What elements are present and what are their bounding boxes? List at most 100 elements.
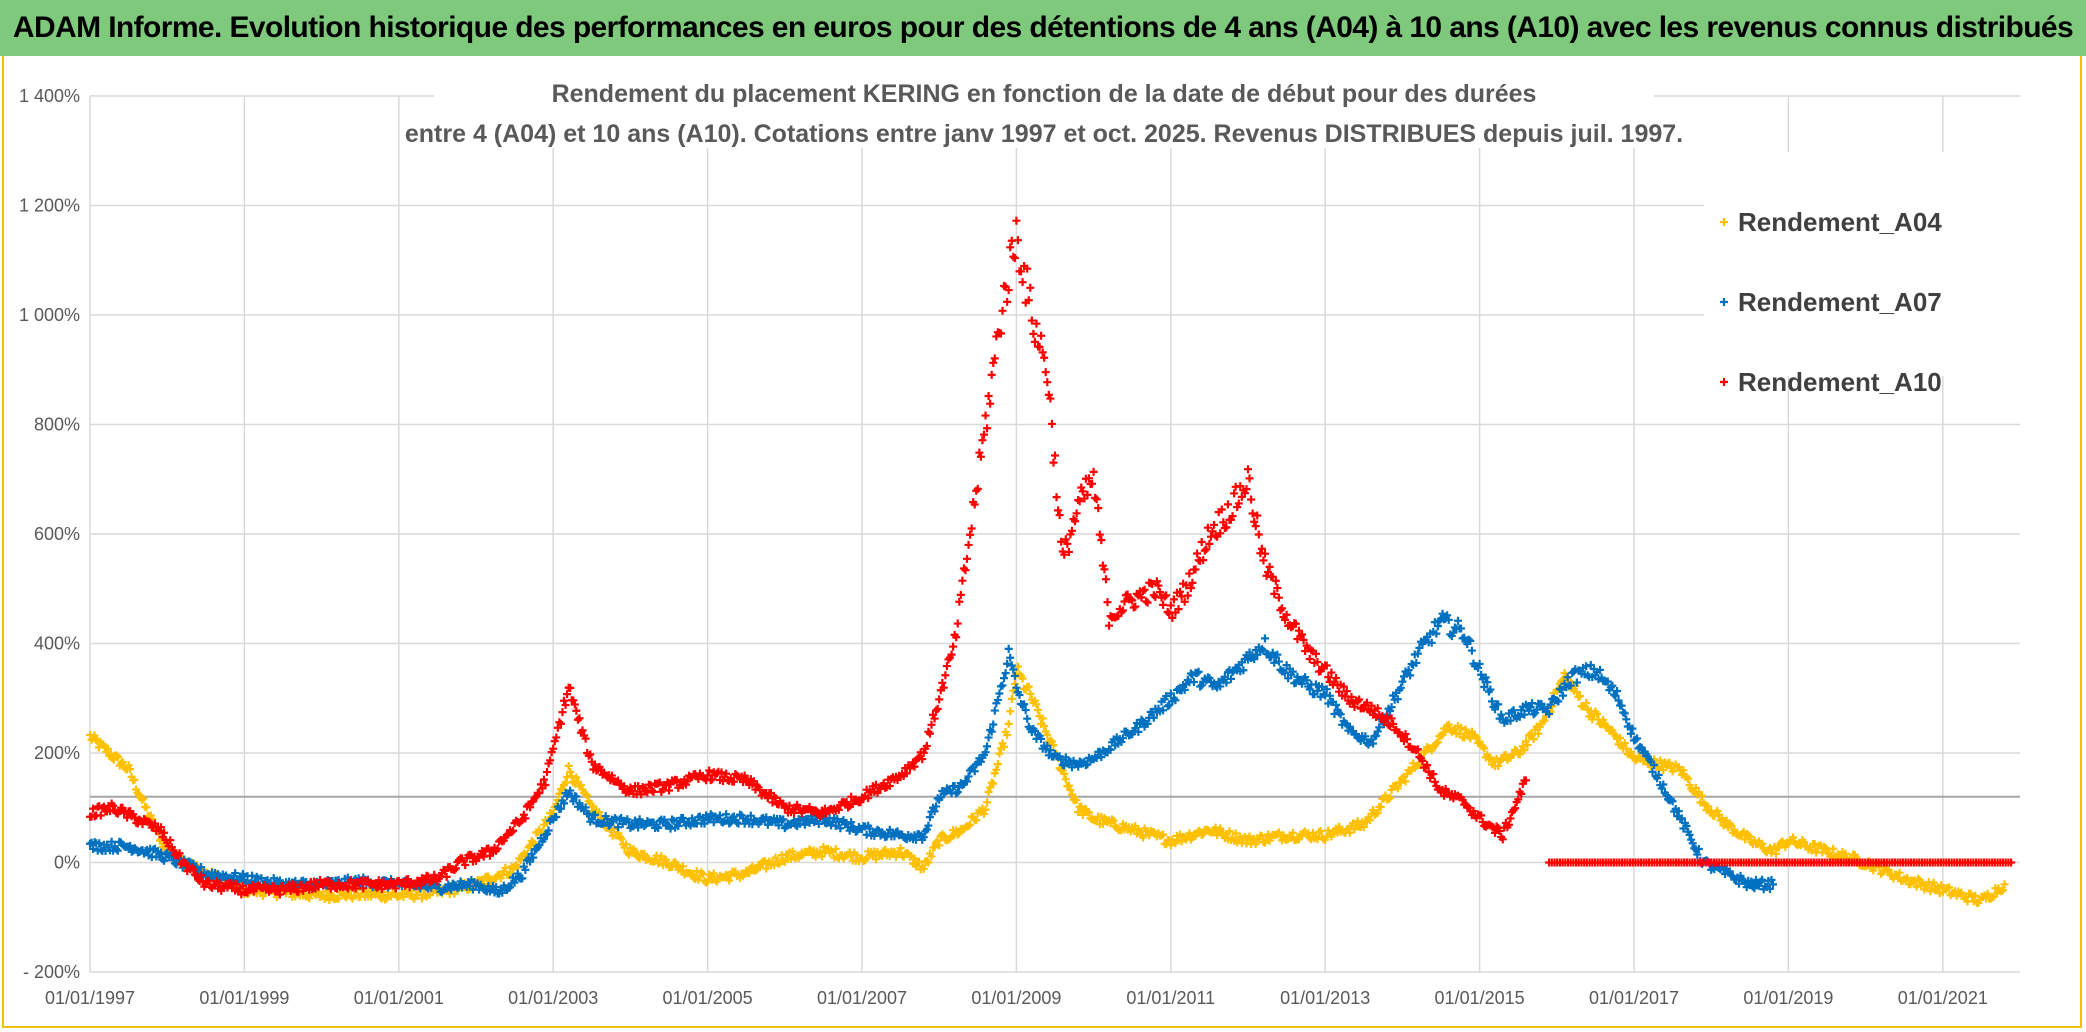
- marker-rendement-a10: [1013, 236, 1022, 245]
- marker-rendement-a04: [1396, 778, 1405, 787]
- marker-rendement-a04: [103, 744, 112, 753]
- x-tick-label: 01/01/2005: [663, 988, 753, 1008]
- marker-rendement-a10: [956, 590, 965, 599]
- marker-rendement-a04: [955, 829, 964, 838]
- marker-rendement-a04: [1077, 802, 1086, 811]
- marker-rendement-a10: [1140, 585, 1149, 594]
- marker-rendement-a04: [1159, 830, 1168, 839]
- marker-rendement-a10: [958, 576, 967, 585]
- marker-rendement-a07: [1007, 661, 1016, 670]
- marker-rendement-a10: [1040, 353, 1049, 362]
- axis-layer: - 200% 0% 200% 400% 600% 800% 1 000% 1 200% 1 40…: [19, 86, 1988, 1008]
- marker-rendement-a04: [688, 870, 697, 879]
- x-tick-label: 01/01/2001: [354, 988, 444, 1008]
- marker-rendement-a10: [1095, 530, 1104, 539]
- marker-rendement-a10: [935, 695, 944, 704]
- marker-rendement-a04: [1139, 833, 1148, 842]
- marker-rendement-a07: [1622, 715, 1631, 724]
- marker-rendement-a10: [575, 714, 584, 723]
- marker-rendement-a10: [1026, 283, 1035, 292]
- marker-rendement-a04: [1213, 831, 1222, 840]
- marker-rendement-a04: [1060, 769, 1069, 778]
- marker-rendement-a04: [981, 805, 990, 814]
- marker-rendement-a04: [762, 864, 771, 873]
- chart-title-line2: entre 4 (A04) et 10 ans (A10). Cotations…: [405, 120, 1683, 148]
- marker-rendement-a04: [567, 772, 576, 781]
- marker-rendement-a10: [543, 768, 552, 777]
- marker-rendement-a04: [1072, 795, 1081, 804]
- x-tick-label: 01/01/1999: [199, 988, 289, 1008]
- marker-rendement-a04: [139, 794, 148, 803]
- marker-rendement-a10: [1506, 814, 1515, 823]
- marker-rendement-a04: [1078, 810, 1087, 819]
- marker-rendement-a04: [1265, 836, 1274, 845]
- marker-rendement-a04: [1315, 828, 1324, 837]
- marker-rendement-a04: [771, 853, 780, 862]
- marker-rendement-a04: [1108, 815, 1117, 824]
- marker-rendement-a07: [1004, 644, 1013, 653]
- marker-rendement-a10: [953, 619, 962, 628]
- y-tick-label: 200%: [34, 743, 80, 763]
- y-tick-label: 1 000%: [19, 305, 80, 325]
- marker-rendement-a10: [987, 370, 996, 379]
- y-tick-label: 0%: [54, 853, 80, 873]
- marker-rendement-a04: [748, 862, 757, 871]
- chart-frame: Rendement du placement KERING en fonctio…: [2, 56, 2082, 1028]
- marker-rendement-a10: [964, 540, 973, 549]
- marker-rendement-a04: [1040, 721, 1049, 730]
- marker-rendement-a04: [1384, 795, 1393, 804]
- marker-rendement-a04: [501, 863, 510, 872]
- marker-rendement-a04: [1034, 706, 1043, 715]
- marker-rendement-a10: [938, 678, 947, 687]
- marker-rendement-a04: [583, 791, 592, 800]
- marker-rendement-a10: [1052, 493, 1061, 502]
- marker-rendement-a04: [1829, 844, 1838, 853]
- marker-rendement-a10: [1074, 496, 1083, 505]
- marker-rendement-a04: [817, 852, 826, 861]
- marker-rendement-a04: [935, 841, 944, 850]
- marker-rendement-a04: [1365, 816, 1374, 825]
- marker-rendement-a04: [566, 768, 575, 777]
- marker-rendement-a04: [621, 840, 630, 849]
- marker-rendement-a04: [774, 859, 783, 868]
- marker-rendement-a04: [1007, 694, 1016, 703]
- marker-rendement-a10: [986, 399, 995, 408]
- marker-rendement-a10: [1259, 556, 1268, 565]
- marker-rendement-a04: [658, 861, 667, 870]
- marker-rendement-a04: [1043, 730, 1052, 739]
- marker-rendement-a04: [2000, 880, 2009, 889]
- marker-rendement-a04: [399, 892, 408, 901]
- marker-rendement-a04: [1386, 793, 1395, 802]
- marker-rendement-a10: [1223, 500, 1232, 509]
- marker-rendement-a04: [126, 765, 135, 774]
- marker-rendement-a04: [649, 858, 658, 867]
- marker-rendement-a04: [118, 758, 127, 767]
- marker-rendement-a04: [572, 773, 581, 782]
- marker-rendement-a10: [1265, 562, 1274, 571]
- marker-rendement-a10: [572, 706, 581, 715]
- marker-rendement-a04: [995, 749, 1004, 758]
- marker-rendement-a04: [564, 761, 573, 770]
- marker-rendement-a04: [984, 787, 993, 796]
- marker-rendement-a07: [990, 706, 999, 715]
- marker-rendement-a04: [1225, 827, 1234, 836]
- marker-rendement-a10: [1143, 598, 1152, 607]
- marker-rendement-a04: [709, 869, 718, 878]
- marker-rendement-a04: [561, 778, 570, 787]
- marker-rendement-a04: [376, 893, 385, 902]
- marker-rendement-a10: [1200, 546, 1209, 555]
- marker-rendement-a10: [1197, 538, 1206, 547]
- marker-rendement-a04: [692, 867, 701, 876]
- marker-rendement-a07: [1398, 677, 1407, 686]
- marker-rendement-a07: [925, 813, 934, 822]
- marker-rendement-a04: [1006, 707, 1015, 716]
- marker-rendement-a10: [1097, 536, 1106, 545]
- marker-rendement-a04: [1026, 689, 1035, 698]
- marker-rendement-a10: [1018, 278, 1027, 287]
- marker-rendement-a04: [1084, 808, 1093, 817]
- marker-rendement-a04: [924, 858, 933, 867]
- marker-rendement-a10: [1193, 549, 1202, 558]
- marker-rendement-a04: [109, 755, 118, 764]
- marker-rendement-a04: [1359, 823, 1368, 832]
- marker-rendement-a04: [1393, 784, 1402, 793]
